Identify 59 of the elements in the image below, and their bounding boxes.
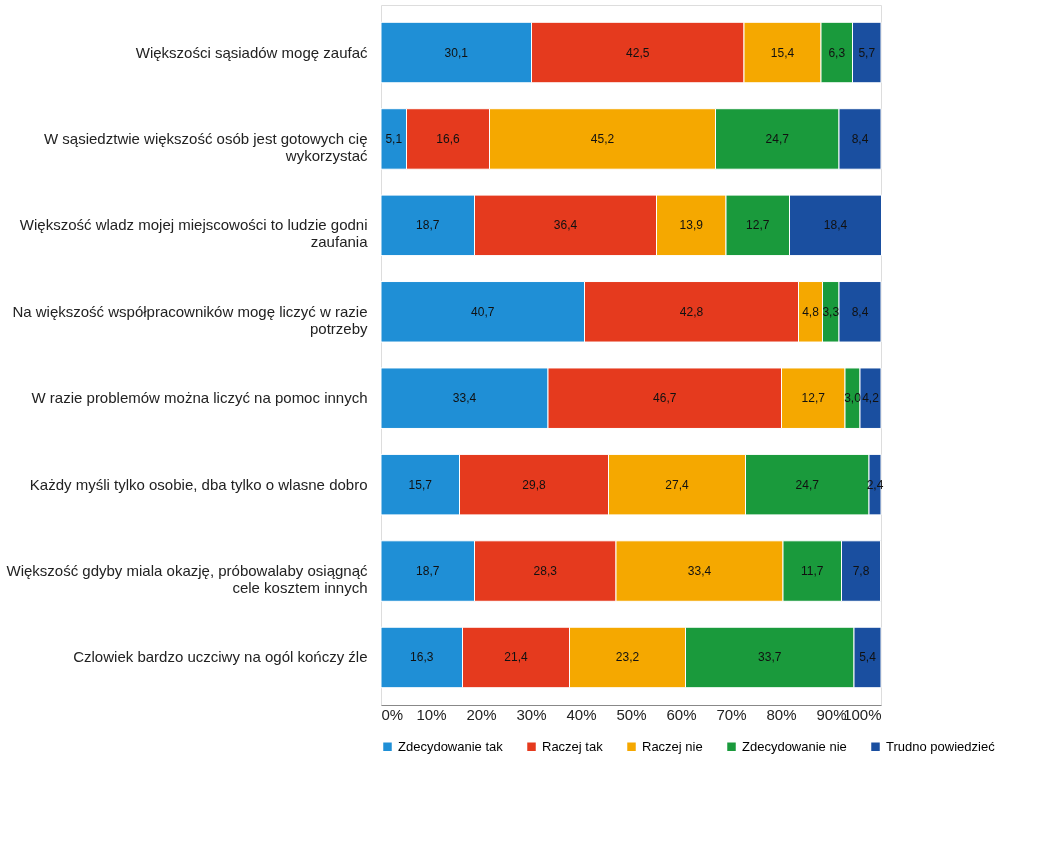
data-label: 16,3 <box>410 650 434 665</box>
data-label: 28,3 <box>533 564 558 579</box>
data-label: 18,7 <box>416 564 440 579</box>
data-label: 18,7 <box>416 218 440 233</box>
data-label: 24,7 <box>795 477 820 492</box>
data-label: 8,4 <box>851 304 869 319</box>
x-tick-label: 40% <box>566 705 597 723</box>
y-tick-label: Każdy myśli tylko osobie, dba tylko o wlasne dobro <box>29 475 368 493</box>
data-label: 18,4 <box>823 218 848 233</box>
data-label: 13,9 <box>679 218 704 233</box>
data-label: 40,7 <box>471 304 495 319</box>
data-label: 15,7 <box>408 477 433 492</box>
data-label: 24,7 <box>765 131 790 146</box>
x-tick-label: 10% <box>416 705 447 723</box>
y-tick-label: Większości sąsiadów mogę zaufać <box>135 43 368 61</box>
data-label: 7,8 <box>852 564 870 579</box>
data-label: 33,7 <box>758 650 782 665</box>
data-label: 33,4 <box>687 564 712 579</box>
data-label: 16,6 <box>436 131 460 146</box>
data-label: 42,5 <box>626 45 650 60</box>
data-label: 5,1 <box>385 131 403 146</box>
legend-label: Zdecydowanie tak <box>398 738 504 754</box>
data-label: 12,7 <box>801 391 826 406</box>
y-tick-label: Większość wladz mojej miejscowości to ludzie godni zaufania <box>19 216 369 251</box>
y-tick-label: Większość gdyby miala okazję, próbowalaby osiągnąć cele kosztem innych <box>6 562 368 597</box>
x-tick-label: 30% <box>516 705 547 723</box>
y-tick-label: Czlowiek bardzo uczciwy na ogól kończy źle <box>73 648 368 666</box>
data-label: 12,7 <box>746 218 770 233</box>
data-label: 5,7 <box>858 45 876 60</box>
legend-label: Raczej tak <box>542 738 604 754</box>
x-tick-label: 70% <box>716 705 747 723</box>
data-label: 46,7 <box>653 391 677 406</box>
x-tick-label: 0% <box>381 705 404 723</box>
data-label: 11,7 <box>801 564 824 579</box>
y-tick-label: W razie problemów można liczyć na pomoc innych <box>31 389 368 407</box>
data-label: 4,8 <box>802 304 820 319</box>
data-label: 45,2 <box>590 131 615 146</box>
y-tick-label: Na większość współpracowników mogę liczyć w razie potrzeby <box>12 302 368 337</box>
data-label: 8,4 <box>851 131 869 146</box>
data-label: 27,4 <box>665 477 689 492</box>
data-label: 36,4 <box>553 218 578 233</box>
x-tick-label: 50% <box>616 705 647 723</box>
data-label: 21,4 <box>504 650 528 665</box>
data-label: 5,4 <box>859 650 877 665</box>
data-label: 30,1 <box>444 45 469 60</box>
legend-label: Raczej nie <box>642 738 703 754</box>
x-tick-label: 20% <box>466 705 497 723</box>
data-label: 23,2 <box>615 650 640 665</box>
x-tick-label: 80% <box>766 705 797 723</box>
data-label: 4,2 <box>862 391 880 406</box>
legend-label: Trudno powiedzieć <box>886 738 996 754</box>
data-label: 15,4 <box>770 45 795 60</box>
x-tick-label: 60% <box>666 705 697 723</box>
data-label: 33,4 <box>452 391 477 406</box>
data-label: 6,3 <box>828 45 846 60</box>
data-label: 42,8 <box>679 304 704 319</box>
y-tick-label: W sąsiedztwie większość osób jest gotowych cię wykorzystać <box>44 129 368 164</box>
data-label: 29,8 <box>522 477 546 492</box>
legend-label: Zdecydowanie nie <box>742 738 847 754</box>
